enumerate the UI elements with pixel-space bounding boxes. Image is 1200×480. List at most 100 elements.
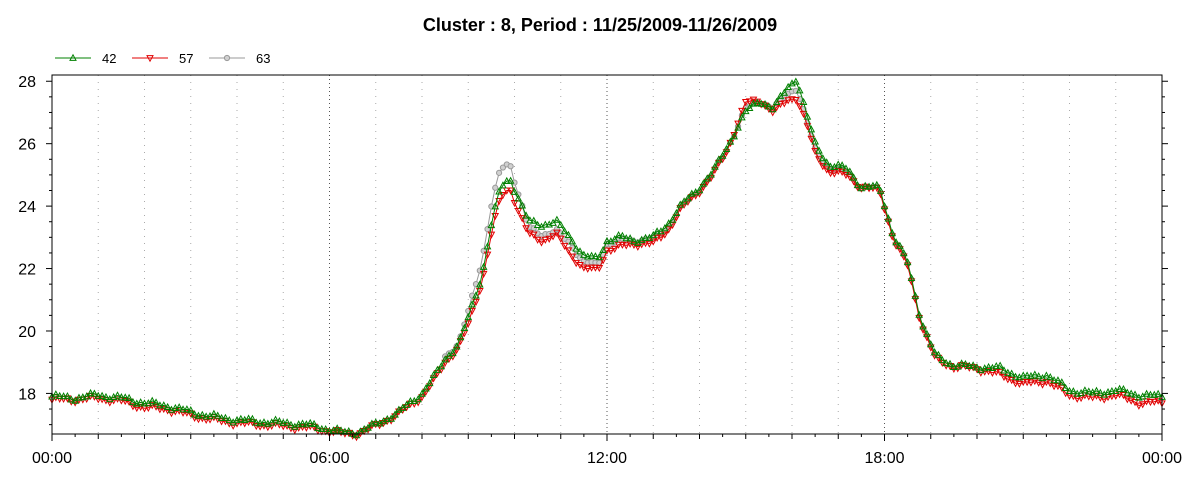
data-point xyxy=(595,252,604,261)
data-point xyxy=(672,214,681,222)
data-point xyxy=(256,423,264,431)
data-point xyxy=(564,230,573,238)
data-point xyxy=(279,418,288,426)
data-point xyxy=(487,220,496,229)
data-point xyxy=(626,234,634,242)
data-point xyxy=(217,418,226,426)
data-point xyxy=(564,247,573,255)
data-point xyxy=(572,244,581,252)
data-point xyxy=(1084,387,1093,395)
data-point xyxy=(1142,389,1151,397)
data-point xyxy=(992,361,1001,370)
data-point xyxy=(529,231,538,239)
data-point xyxy=(499,181,507,189)
data-point xyxy=(738,113,746,121)
data-point xyxy=(903,258,912,266)
data-point xyxy=(510,199,519,208)
data-point xyxy=(163,402,172,411)
data-point xyxy=(653,234,661,242)
x-tick-label: 18:00 xyxy=(864,450,904,467)
legend: 42 57 63 xyxy=(55,51,270,66)
data-point xyxy=(456,333,465,341)
data-point xyxy=(896,241,904,249)
series-line xyxy=(51,81,1163,436)
data-point xyxy=(576,247,584,255)
data-point xyxy=(252,418,261,426)
data-point xyxy=(495,198,503,206)
series-line xyxy=(444,90,936,357)
x-tick-label: 00:00 xyxy=(32,450,72,467)
data-point xyxy=(545,235,554,243)
data-point xyxy=(549,233,557,241)
data-point xyxy=(915,310,924,318)
data-point xyxy=(59,392,68,400)
data-point xyxy=(1023,379,1031,387)
data-point xyxy=(52,390,60,398)
data-point xyxy=(422,384,430,392)
data-point xyxy=(132,404,141,413)
data-point xyxy=(568,237,577,245)
data-point xyxy=(772,97,781,105)
data-point xyxy=(244,414,253,422)
data-point xyxy=(522,211,530,219)
data-point xyxy=(491,212,500,221)
x-tick-label: 00:00 xyxy=(1142,450,1182,467)
data-point xyxy=(117,397,126,405)
data-point xyxy=(418,389,426,397)
data-point xyxy=(768,105,777,113)
data-point xyxy=(391,410,399,418)
data-point xyxy=(90,389,99,397)
data-point xyxy=(811,137,819,145)
data-point xyxy=(618,231,627,239)
data-point xyxy=(75,393,83,401)
data-point xyxy=(94,396,103,404)
data-point xyxy=(492,184,499,191)
data-point xyxy=(402,400,411,408)
data-point xyxy=(333,424,342,432)
data-point xyxy=(1057,378,1066,386)
data-point xyxy=(630,237,638,245)
data-point xyxy=(121,393,130,401)
legend-item-42: 42 xyxy=(55,51,116,66)
data-point xyxy=(514,207,523,216)
legend-item-63: 63 xyxy=(209,51,270,66)
data-point xyxy=(206,416,214,424)
data-point xyxy=(383,414,392,423)
data-point xyxy=(140,399,149,407)
data-point xyxy=(541,220,550,228)
data-point xyxy=(1050,376,1058,384)
data-point xyxy=(94,391,103,399)
data-point xyxy=(314,424,322,432)
data-point xyxy=(298,419,307,427)
data-point xyxy=(907,273,916,282)
data-point xyxy=(826,170,835,178)
data-point xyxy=(587,251,596,259)
data-point xyxy=(306,418,315,426)
data-point xyxy=(102,392,110,401)
data-point xyxy=(822,166,831,174)
data-point xyxy=(213,411,222,419)
data-point xyxy=(1127,389,1136,397)
data-point xyxy=(1146,390,1155,398)
data-point xyxy=(441,355,449,363)
y-tick-label: 20 xyxy=(18,324,36,341)
data-point xyxy=(221,413,230,421)
data-point xyxy=(448,348,457,357)
data-point xyxy=(529,216,538,224)
series-42 xyxy=(48,77,1166,439)
data-point xyxy=(668,215,677,223)
y-tick-label: 24 xyxy=(18,199,36,216)
chart-title: Cluster : 8, Period : 11/25/2009-11/26/2… xyxy=(423,15,777,35)
data-point xyxy=(1042,371,1051,379)
data-point xyxy=(645,240,654,248)
data-point xyxy=(761,100,769,108)
data-point xyxy=(113,391,122,399)
data-point xyxy=(899,248,908,257)
data-point xyxy=(146,55,154,63)
data-point xyxy=(186,406,195,414)
data-point xyxy=(464,320,473,328)
data-point xyxy=(861,181,870,189)
series-57 xyxy=(48,96,1166,442)
data-point xyxy=(784,82,792,90)
data-point xyxy=(892,238,900,246)
